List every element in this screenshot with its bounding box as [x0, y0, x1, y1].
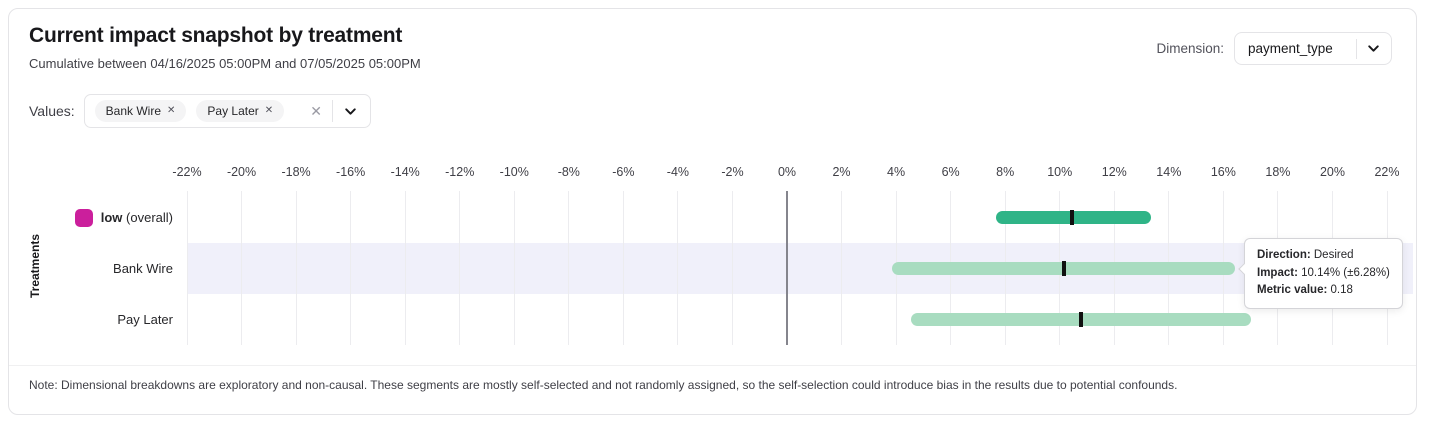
- x-axis-tick-label: -8%: [557, 165, 580, 179]
- gridline: [350, 191, 352, 345]
- x-axis-tick-label: 6%: [941, 165, 960, 179]
- values-multiselect[interactable]: Bank Wire ✕ Pay Later ✕ ✕: [83, 94, 371, 128]
- x-axis-tick-label: -20%: [226, 165, 257, 179]
- gridline: [677, 191, 679, 345]
- footer-divider: [9, 365, 1416, 366]
- gridline: [404, 191, 406, 345]
- x-axis-tick-label: -16%: [336, 165, 366, 179]
- tooltip-metric-row: Metric value: 0.18: [1257, 282, 1390, 300]
- tooltip-impact-row: Impact: 10.14% (±6.28%): [1257, 265, 1390, 283]
- plot-area: Treatments -22% -20% -18% -16% -14% -12% -10% -…: [9, 9, 1416, 414]
- gridline: [622, 191, 624, 345]
- x-axis-tick-label: 8%: [996, 165, 1015, 179]
- x-axis-tick-label: 12%: [1101, 165, 1127, 179]
- x-axis-tick-label: 20%: [1319, 165, 1345, 179]
- row-label-text: low (overall): [100, 210, 173, 225]
- select-divider: [1356, 38, 1357, 59]
- chevron-down-icon[interactable]: [343, 104, 360, 119]
- row-label: Pay Later: [117, 312, 173, 327]
- x-axis-tick-label: 10%: [1047, 165, 1073, 179]
- row-label: Bank Wire: [113, 261, 173, 276]
- remove-chip-icon[interactable]: ✕: [264, 105, 274, 116]
- remove-chip-icon[interactable]: ✕: [167, 105, 176, 116]
- value-chip: Bank Wire ✕: [94, 100, 187, 122]
- tooltip-metric-value: 0.18: [1330, 284, 1353, 296]
- gridline: [568, 191, 570, 345]
- values-filter: Values: Bank Wire ✕ Pay Later ✕ ✕: [29, 94, 371, 128]
- gridline: [731, 191, 733, 345]
- gridline: [459, 191, 461, 345]
- dimension-control: Dimension: payment_type: [1156, 32, 1392, 65]
- legend-swatch: [74, 208, 93, 227]
- tooltip-metric-label: Metric value:: [1257, 284, 1328, 296]
- clear-all-icon[interactable]: ✕: [310, 103, 322, 119]
- x-axis-tick-label: -4%: [666, 165, 690, 179]
- impact-snapshot-card: Current impact snapshot by treatment Cum…: [8, 8, 1417, 415]
- impact-point-marker: [1061, 261, 1066, 276]
- dimension-select[interactable]: payment_type: [1234, 32, 1392, 65]
- chart-tooltip: Direction: Desired Impact: 10.14% (±6.28…: [1238, 238, 1403, 309]
- impact-point-marker: [1070, 210, 1074, 225]
- impact-point-marker: [1079, 312, 1083, 327]
- value-chip-label: Pay Later: [207, 104, 259, 118]
- date-range-subtitle: Cumulative between 04/16/2025 05:00PM an…: [29, 56, 421, 71]
- select-divider: [331, 100, 333, 122]
- x-axis-tick-label: 4%: [887, 165, 906, 179]
- x-axis-tick-label: 18%: [1265, 165, 1291, 179]
- gridline: [513, 191, 515, 345]
- tooltip-direction-row: Direction: Desired: [1257, 247, 1390, 265]
- x-axis-tick-label: -22%: [172, 165, 202, 179]
- value-chip-label: Bank Wire: [105, 104, 162, 118]
- gridline: [241, 191, 243, 345]
- tooltip-direction-label: Direction:: [1257, 249, 1311, 261]
- x-axis-tick-label: 16%: [1210, 165, 1236, 179]
- zero-axis-line: [786, 191, 788, 345]
- dimension-selected-value: payment_type: [1248, 41, 1333, 56]
- x-axis-tick-label: 2%: [832, 165, 851, 179]
- x-axis-tick-label: -2%: [721, 165, 744, 179]
- x-axis-tick-label: 0%: [777, 165, 797, 179]
- footnote: Note: Dimensional breakdowns are explora…: [29, 378, 1178, 392]
- tooltip-direction-value: Desired: [1313, 249, 1354, 261]
- x-axis-tick-label: 22%: [1374, 165, 1400, 179]
- page-title: Current impact snapshot by treatment: [29, 24, 403, 47]
- gridline: [186, 191, 188, 345]
- value-chip: Pay Later ✕: [196, 100, 285, 122]
- gridline: [295, 191, 297, 345]
- row-label: low (overall): [29, 208, 173, 228]
- x-axis-tick-label: -10%: [499, 165, 529, 179]
- values-label: Values:: [29, 103, 75, 119]
- x-axis-tick-label: 14%: [1156, 165, 1182, 179]
- tooltip-impact-value: 10.14% (±6.28%): [1301, 266, 1390, 279]
- gridline: [841, 191, 843, 345]
- x-axis-tick-label: -6%: [612, 165, 635, 179]
- x-axis-tick-label: -12%: [445, 165, 475, 179]
- chevron-down-icon: [1366, 41, 1381, 56]
- x-axis-tick-label: -14%: [390, 165, 420, 179]
- dimension-label: Dimension:: [1156, 41, 1224, 56]
- x-axis-tick-label: -18%: [281, 165, 311, 179]
- tooltip-impact-label: Impact:: [1257, 266, 1298, 279]
